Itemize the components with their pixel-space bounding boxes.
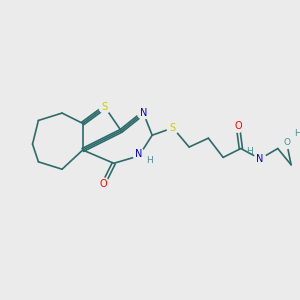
Circle shape: [133, 148, 145, 160]
Circle shape: [167, 122, 179, 134]
Text: H: H: [246, 147, 253, 156]
Text: H: H: [295, 129, 300, 138]
Text: O: O: [283, 138, 290, 147]
Text: N: N: [256, 154, 264, 164]
Text: O: O: [234, 122, 242, 131]
Circle shape: [99, 101, 111, 113]
Text: N: N: [135, 149, 142, 159]
Text: S: S: [170, 123, 176, 133]
Text: N: N: [140, 108, 147, 118]
Text: O: O: [100, 179, 107, 189]
Circle shape: [254, 153, 266, 165]
Circle shape: [232, 120, 244, 132]
Circle shape: [98, 178, 109, 190]
Text: H: H: [146, 156, 153, 165]
Text: S: S: [102, 102, 108, 112]
Circle shape: [137, 107, 149, 119]
Circle shape: [281, 137, 292, 148]
